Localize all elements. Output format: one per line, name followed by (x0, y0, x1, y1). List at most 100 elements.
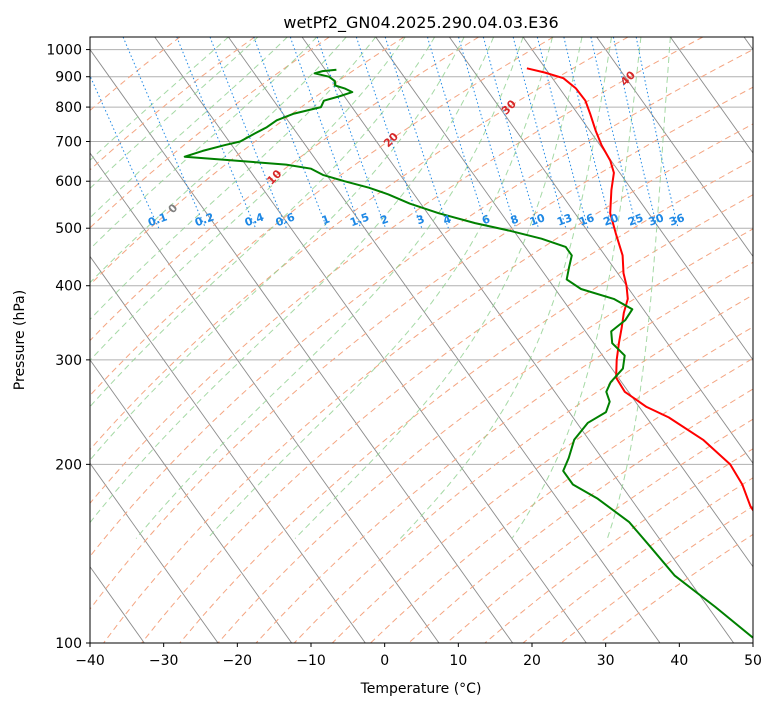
dry-adiabat-line (90, 37, 479, 342)
isobar-lines (90, 49, 753, 643)
isotherm-line (90, 462, 219, 643)
isotherm-line (154, 37, 587, 643)
isotherm-line (375, 37, 753, 568)
y-tick-label: 1000 (46, 43, 82, 59)
isotherm-line (522, 37, 753, 361)
moist-adiabat-line (606, 37, 671, 539)
mixing-ratio-line (316, 37, 387, 229)
moist-adiabat-line (90, 37, 318, 250)
isotherm-line (301, 37, 735, 643)
moist-adiabat-line (90, 37, 288, 219)
mixing-ratio-lines (90, 37, 679, 229)
moist-adiabat-line (90, 37, 465, 461)
isotherm-line (90, 359, 293, 643)
y-tick-label: 200 (55, 457, 82, 473)
mixing-ratio-label: 10 (528, 211, 547, 229)
mixing-ratio-label: 0.6 (274, 210, 297, 229)
dewpoint-curve (183, 68, 753, 640)
x-tick-label: −40 (75, 653, 105, 669)
dry-adiabat-line (90, 86, 753, 611)
moist-adiabat-line (90, 37, 377, 321)
plot-area: 0.10.20.40.611.52346810131620253036-100-… (90, 37, 753, 643)
moist-adiabat-line (207, 37, 553, 539)
mixing-ratio-label: 2 (379, 213, 391, 228)
mixing-ratio-line (355, 37, 423, 229)
mixing-ratio-line (590, 37, 638, 229)
mixing-ratio-line (536, 37, 589, 229)
isotherm-line (90, 152, 440, 643)
mixing-ratio-line (176, 37, 257, 229)
dry-adiabat-line (103, 123, 753, 643)
mixing-ratio-label: 6 (480, 212, 492, 227)
y-axis-label: Pressure (hPa) (12, 290, 28, 390)
plot-frame (89, 36, 754, 644)
moist-adiabat-line (90, 37, 259, 190)
mixing-ratio-label: 0.2 (193, 210, 216, 229)
y-axis-ticks: 100 200 300 400 500 600 700 800 900 1000 (46, 43, 90, 652)
x-tick-label: 40 (670, 653, 688, 669)
mixing-ratio-line (512, 37, 567, 229)
dry-adiabat-line (370, 357, 753, 643)
isotherm-line (90, 48, 514, 643)
mixing-ratio-label: 1 (320, 213, 332, 228)
y-tick-label: 500 (55, 221, 82, 237)
mixing-ratio-line (458, 37, 517, 229)
moist-adiabat-line (511, 37, 642, 539)
dry-adiabat-line (179, 194, 753, 643)
y-tick-label: 600 (55, 174, 82, 190)
moist-adiabat-line (90, 37, 495, 524)
x-tick-label: 30 (597, 653, 615, 669)
mixing-ratio-line (612, 37, 658, 229)
mixing-ratio-label: 8 (509, 213, 521, 228)
mixing-ratio-label: 4 (441, 212, 453, 227)
x-tick-label: −20 (223, 653, 253, 669)
mixing-ratio-label: 25 (626, 211, 645, 228)
mixing-ratio-label: 0.4 (243, 210, 266, 229)
mixing-ratio-line (635, 37, 679, 229)
sounding-curves (183, 67, 753, 640)
moist-adiabat-line (399, 37, 612, 539)
x-axis-label: Temperature (°C) (360, 681, 482, 697)
dry-adiabat-line (293, 294, 753, 643)
y-tick-label: 900 (55, 70, 82, 86)
dry-adiabat-line (90, 37, 255, 171)
x-tick-label: 20 (523, 653, 541, 669)
mixing-ratio-line (563, 37, 613, 229)
x-tick-label: −10 (296, 653, 326, 669)
dry-adiabat-line (90, 49, 753, 558)
mixing-ratio-label: 1.5 (348, 210, 371, 229)
dry-adiabat-line (90, 37, 704, 505)
mixing-ratio-line (427, 37, 488, 229)
mixing-ratio-line (209, 37, 287, 229)
isotherm-line (596, 37, 753, 258)
mixing-ratio-line (253, 37, 328, 229)
y-tick-label: 400 (55, 279, 82, 295)
isotherm-line (90, 255, 366, 643)
line-labels: 0.10.20.40.611.52346810131620253036-100-… (146, 68, 687, 229)
dry-adiabat-line (331, 326, 753, 643)
mixing-ratio-label: 36 (668, 211, 687, 229)
mixing-ratio-line (482, 37, 539, 229)
mixing-ratio-label: 0.1 (146, 210, 169, 229)
dry-adiabat-lines (90, 37, 753, 643)
dry-adiabat-line (90, 37, 554, 397)
x-axis-ticks: −40 −30 −20 −10 0 10 20 30 40 50 (75, 643, 762, 669)
isotherm-line (670, 37, 753, 154)
mixing-ratio-line (384, 37, 449, 229)
isotherm-line (228, 37, 661, 643)
mixing-ratio-label: 3 (415, 213, 427, 228)
moist-adiabat-line (90, 37, 436, 408)
chart-title: wetPf2_GN04.2025.290.04.03.E36 (283, 13, 558, 33)
isotherm-lines (90, 37, 753, 643)
x-tick-label: 50 (744, 653, 762, 669)
moist-adiabat-line (90, 37, 347, 284)
dry-adiabat-line (141, 159, 753, 643)
y-tick-label: 100 (55, 636, 82, 652)
moist-adiabat-line (135, 37, 524, 539)
mixing-ratio-line (122, 37, 207, 229)
temperature-curve (526, 67, 753, 512)
mixing-ratio-line (289, 37, 362, 229)
y-tick-label: 800 (55, 100, 82, 116)
y-tick-label: 300 (55, 353, 82, 369)
